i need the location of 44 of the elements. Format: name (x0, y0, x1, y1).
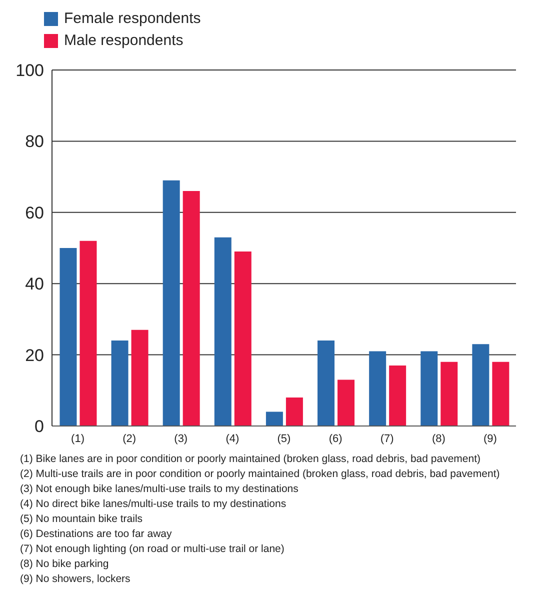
text: (2) Multi-use trails are in poor condition or poorly maintained (broken glass, road debris, bad pavement) (20, 467, 501, 482)
text: (8) No bike parking (20, 557, 110, 572)
legend-label: Female respondents (64, 9, 201, 29)
text: (4) No direct bike lanes/multi-use trails to my destinations (20, 497, 288, 512)
x-tick-label: (7) (380, 432, 394, 445)
x-tick-label: (8) (432, 432, 446, 445)
bar (234, 252, 252, 426)
y-tick-label: 80 (25, 132, 44, 152)
bar (162, 180, 180, 426)
bar (318, 340, 335, 426)
x-tick-label: (1) (71, 432, 85, 445)
y-tick-label: 60 (25, 203, 44, 222)
bar (472, 344, 490, 426)
bar (492, 362, 510, 426)
bar (266, 412, 283, 426)
bar (286, 398, 303, 426)
x-tick-label: (6) (328, 432, 342, 445)
bar (60, 248, 77, 426)
text: (6) Destinations are too far away (20, 527, 173, 542)
text: (5) No mountain bike trails (20, 512, 144, 527)
text: (3) Not enough bike lanes/multi-use trails to my destinations (20, 482, 300, 497)
bar (338, 380, 355, 426)
x-tick-label: (5) (277, 432, 291, 445)
bar (80, 240, 97, 426)
text: (7) Not enough lighting (on road or multi-use trail or lane) (20, 542, 286, 557)
x-tick-label: (2) (122, 432, 136, 445)
bar (420, 351, 438, 426)
y-tick-label: 40 (25, 274, 44, 294)
text: (1) Bike lanes are in poor condition or poorly maintained (broken glass, road debris, bad pavement) (20, 452, 482, 467)
bar (214, 237, 232, 426)
bar (111, 340, 128, 426)
x-tick-label: (4) (226, 432, 240, 445)
legend-label: Male respondents (64, 31, 184, 51)
bar (369, 351, 386, 426)
bar (440, 362, 458, 426)
y-tick-label: 20 (25, 346, 44, 365)
text: (9) No showers, lockers (20, 572, 132, 587)
bar (182, 191, 200, 426)
y-tick-label: 100 (16, 61, 44, 80)
y-tick-label: 0 (34, 417, 44, 436)
bar (389, 365, 406, 426)
bar (131, 330, 148, 426)
x-tick-label: (9) (483, 432, 497, 445)
x-tick-label: (3) (174, 432, 188, 445)
